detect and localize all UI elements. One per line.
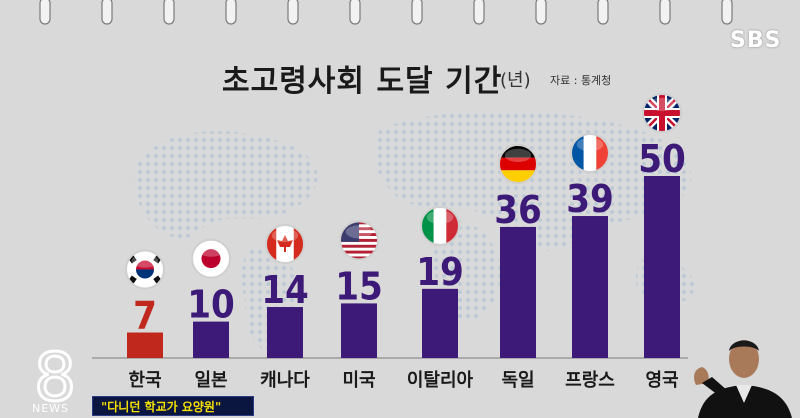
bar-value-label: 36: [494, 188, 542, 232]
ring-icon: [597, 0, 609, 25]
bar: [341, 303, 377, 358]
uk-flag-icon: [643, 94, 681, 132]
ticker-text: "다니던 학교가 요양원": [101, 400, 222, 414]
ring-icon: [225, 0, 237, 25]
bar-group: 39 프랑스: [565, 133, 615, 391]
ring-icon: [101, 0, 113, 25]
ring-icon: [39, 0, 51, 25]
sign-language-interpreter: [688, 325, 800, 418]
bar-group: 50 영국: [638, 93, 686, 391]
source-label: 자료 : 통계청: [550, 74, 612, 87]
bar-value-label: 7: [133, 294, 157, 338]
unit-label: (년): [500, 70, 531, 91]
bar: [193, 321, 229, 358]
bar-group: 7 한국: [125, 249, 165, 391]
bar-group: 15 미국: [335, 220, 383, 391]
category-label: 영국: [645, 370, 678, 391]
bar-value-label: 39: [566, 177, 614, 221]
bar-value-label: 10: [187, 283, 235, 327]
bar-group: 19 이탈리아: [407, 205, 474, 391]
news-ticker: "다니던 학교가 요양원": [92, 396, 254, 416]
korea-flag-icon: [126, 250, 164, 289]
notebook-rings: [39, 0, 733, 25]
category-label: 캐나다: [260, 370, 310, 391]
bar-group: 36 독일: [494, 143, 542, 391]
category-label: 프랑스: [565, 370, 615, 391]
bar: [422, 288, 458, 358]
category-label: 일본: [194, 370, 227, 391]
bar: [267, 307, 303, 358]
chart-title: 초고령사회 도달 기간: [222, 64, 503, 99]
bar: [644, 176, 680, 358]
ring-icon: [349, 0, 361, 25]
bar-value-label: 14: [261, 268, 309, 312]
canada-flag-icon: [266, 225, 304, 264]
bar-group: 10 일본: [187, 238, 235, 391]
bar: [127, 332, 163, 358]
category-label: 이탈리아: [407, 370, 474, 391]
ring-icon: [473, 0, 485, 25]
ring-icon: [411, 0, 423, 25]
ring-icon: [287, 0, 299, 25]
ring-icon: [721, 0, 733, 25]
category-label: 미국: [342, 370, 375, 391]
broadcaster-logo: SBS: [730, 28, 782, 53]
bar-value-label: 15: [335, 264, 383, 308]
ring-icon: [659, 0, 671, 25]
category-label: 한국: [128, 370, 161, 391]
news-logo-icon: 8: [36, 338, 74, 408]
news-logo-text: NEWS: [32, 402, 70, 415]
bar: [572, 216, 608, 358]
bar-value-label: 19: [416, 250, 464, 294]
ring-icon: [535, 0, 547, 25]
japan-flag-icon: [192, 239, 230, 278]
ring-icon: [163, 0, 175, 25]
bar: [500, 226, 536, 358]
bar-value-label: 50: [638, 137, 686, 181]
news-logo-digit: 8: [36, 339, 74, 408]
category-label: 독일: [501, 370, 534, 391]
bar-group: 14 캐나다: [260, 224, 310, 391]
